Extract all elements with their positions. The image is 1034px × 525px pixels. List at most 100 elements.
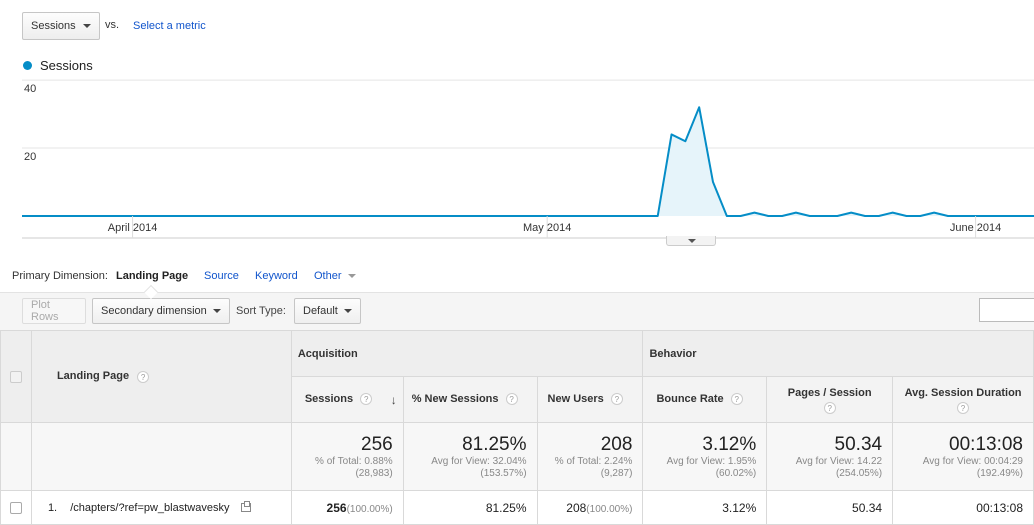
chevron-down-icon: [347, 274, 356, 279]
table-search-input[interactable]: [979, 298, 1034, 322]
column-header-bounce-rate[interactable]: Bounce Rate ?: [642, 376, 768, 423]
help-icon[interactable]: ?: [610, 393, 623, 406]
totals-value: 00:13:08: [949, 433, 1023, 455]
series-legend-dot: [23, 61, 32, 70]
primary-dimension-active[interactable]: Landing Page: [116, 270, 189, 282]
sessions-chart: 20 40 April 2014 May 2014 June 2014: [22, 79, 1034, 239]
totals-sub: Avg for View: 14.22: [795, 455, 883, 467]
totals-sub: Avg for View: 32.04%: [431, 455, 527, 467]
row-new-users-value: 208: [566, 500, 587, 515]
totals-sub: (254.05%): [835, 467, 883, 479]
sort-type-value: Default: [303, 305, 338, 317]
totals-bounce-rate: 3.12% Avg for View: 1.95% (60.02%): [642, 422, 768, 491]
column-header-pages-session-label: Pages / Session: [787, 386, 872, 399]
help-icon[interactable]: ?: [730, 393, 743, 406]
secondary-dimension-select[interactable]: Secondary dimension: [92, 298, 230, 324]
totals-sub: (192.49%): [976, 467, 1023, 479]
totals-sub: (28,983): [355, 467, 393, 479]
totals-pages-session: 50.34 Avg for View: 14.22 (254.05%): [766, 422, 894, 491]
totals-new-sessions: 81.25% Avg for View: 32.04% (153.57%): [402, 422, 538, 491]
select-all-checkbox[interactable]: [9, 370, 22, 383]
help-icon[interactable]: ?: [137, 370, 150, 383]
table-toolbar: Plot Rows Secondary dimension Sort Type:…: [0, 292, 1034, 330]
y-tick-label: 20: [24, 151, 36, 163]
totals-value: 50.34: [834, 433, 883, 455]
series-area: [22, 107, 1034, 216]
chevron-down-icon: [344, 309, 352, 313]
row-avg-session-duration: 00:13:08: [892, 490, 1034, 525]
totals-sub: (9,287): [600, 467, 633, 479]
behavior-group-header: Behavior: [642, 330, 1034, 377]
primary-dimension-label: Primary Dimension:: [12, 270, 108, 282]
row-new-users-pct: (100.00%): [586, 503, 633, 515]
totals-avg-session-duration: 00:13:08 Avg for View: 00:04:29 (192.49%…: [892, 422, 1034, 491]
external-link-icon[interactable]: [240, 501, 251, 513]
row-index: 1.: [47, 501, 58, 514]
table-row: 1. /chapters/?ref=pw_blastwavesky 256(10…: [0, 490, 1034, 525]
row-new-users: 208(100.00%): [536, 490, 644, 525]
help-icon[interactable]: ?: [823, 402, 836, 415]
totals-row: 256 % of Total: 0.88% (28,983) 81.25% Av…: [0, 422, 1034, 491]
totals-sub: (60.02%): [715, 467, 757, 479]
column-header-new-users[interactable]: New Users ?: [536, 376, 644, 423]
chevron-down-icon: [83, 24, 91, 28]
secondary-dimension-label: Secondary dimension: [101, 305, 207, 317]
column-header-new-sessions[interactable]: % New Sessions ?: [402, 376, 538, 423]
column-header-sessions[interactable]: Sessions ? ↓: [290, 376, 404, 423]
column-header-new-sessions-label: % New Sessions: [411, 393, 499, 405]
series-legend-label: Sessions: [40, 58, 93, 73]
help-icon[interactable]: ?: [360, 393, 373, 406]
totals-sub: % of Total: 0.88%: [315, 455, 393, 467]
row-sessions: 256(100.00%): [290, 490, 404, 525]
sort-type-label: Sort Type:: [236, 305, 286, 317]
totals-value: 3.12%: [702, 433, 757, 455]
row-landing-page-cell: 1. /chapters/?ref=pw_blastwavesky: [30, 490, 292, 525]
row-landing-page-link[interactable]: /chapters/?ref=pw_blastwavesky: [70, 501, 230, 514]
totals-new-users: 208 % of Total: 2.24% (9,287): [536, 422, 644, 491]
row-checkbox[interactable]: [9, 501, 22, 514]
totals-sessions: 256 % of Total: 0.88% (28,983): [290, 422, 404, 491]
totals-dimension-cell: [30, 422, 292, 491]
row-pages-session: 50.34: [766, 490, 894, 525]
chart-collapse-handle[interactable]: [666, 236, 716, 246]
row-sessions-pct: (100.00%): [346, 503, 393, 515]
column-header-avg-session-duration[interactable]: Avg. Session Duration ?: [892, 376, 1034, 423]
dimension-option-source[interactable]: Source: [204, 270, 239, 282]
sort-arrow-down-icon: ↓: [390, 393, 397, 407]
totals-sub: Avg for View: 00:04:29: [922, 455, 1023, 467]
column-header-new-users-label: New Users: [547, 393, 604, 405]
acquisition-group-header: Acquisition: [290, 330, 644, 377]
y-tick-label: 40: [24, 83, 36, 95]
plot-rows-button[interactable]: Plot Rows: [22, 298, 86, 324]
metric-select[interactable]: Sessions: [22, 12, 100, 40]
sort-type-select[interactable]: Default: [294, 298, 361, 324]
totals-value: 81.25%: [462, 433, 527, 455]
dimension-option-other[interactable]: Other: [314, 270, 356, 282]
chevron-down-icon: [688, 239, 696, 243]
select-metric-link[interactable]: Select a metric: [133, 20, 206, 32]
column-header-pages-session[interactable]: Pages / Session ?: [766, 376, 894, 423]
dimension-option-keyword[interactable]: Keyword: [255, 270, 298, 282]
totals-empty-cell: [0, 422, 32, 491]
x-tick-label: May 2014: [523, 222, 571, 234]
select-all-cell: [0, 330, 32, 423]
row-sessions-value: 256: [326, 500, 347, 515]
row-checkbox-cell: [0, 490, 32, 525]
totals-sub: Avg for View: 1.95%: [666, 455, 757, 467]
totals-value: 208: [600, 433, 633, 455]
column-header-avg-session-duration-label: Avg. Session Duration: [904, 386, 1022, 399]
x-tick-label: April 2014: [108, 222, 158, 234]
column-header-sessions-label: Sessions: [304, 393, 354, 405]
totals-value: 256: [361, 433, 393, 455]
help-icon[interactable]: ?: [505, 393, 518, 406]
column-header-bounce-rate-label: Bounce Rate: [656, 393, 724, 405]
dimension-option-other-label: Other: [314, 270, 342, 282]
metric-select-value: Sessions: [31, 20, 76, 32]
dimension-header-label: Landing Page: [56, 370, 130, 383]
data-table: Landing Page ? Acquisition Behavior Sess…: [0, 330, 1034, 525]
series-line: [22, 106, 1034, 217]
help-icon[interactable]: ?: [957, 402, 970, 415]
dimension-header[interactable]: Landing Page ?: [30, 330, 292, 423]
row-bounce-rate: 3.12%: [642, 490, 768, 525]
vs-label: vs.: [105, 19, 120, 31]
